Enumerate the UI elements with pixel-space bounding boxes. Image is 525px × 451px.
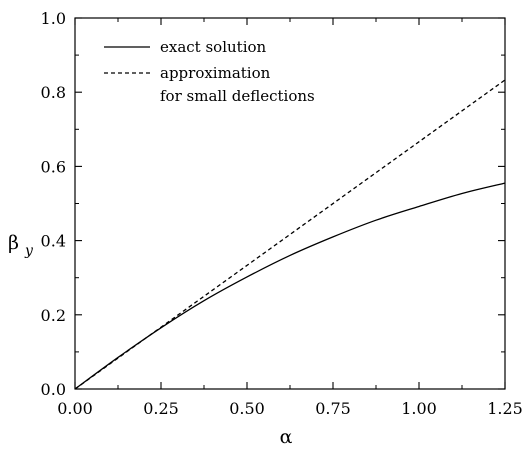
x-tick-label: 0.00 [57,399,93,418]
y-tick-label: 0.2 [41,306,66,325]
y-axis-label: β y [8,232,34,259]
series-line-exact [74,182,506,390]
y-tick-label: 0.6 [41,157,66,176]
x-tick-label: 1.25 [487,399,523,418]
x-tick-label: 0.50 [229,399,265,418]
y-axis-label-main: β [8,232,19,254]
y-tick-label: 0.4 [41,232,66,251]
y-tick-label: 0.0 [41,380,66,399]
legend-label-exact: exact solution [160,38,267,56]
y-tick-label: 1.0 [41,9,66,28]
x-tick-label: 0.75 [315,399,351,418]
series-line-approximation [74,79,506,390]
legend: exact solution approximation for small d… [104,38,315,105]
x-tick-label: 1.00 [401,399,437,418]
y-tick-label: 0.8 [41,83,66,102]
x-tick-label: 0.25 [143,399,179,418]
y-axis-label-sub: y [24,243,34,259]
x-axis-label: α [280,426,293,448]
legend-label-approximation: approximation [160,64,271,82]
series-lines [74,79,506,390]
axis-ticks [74,17,506,390]
legend-label-approximation-line2: for small deflections [160,87,315,105]
tick-labels: 0.00 0.25 0.50 0.75 1.00 1.25 0.0 0.2 0.4 0.6 0.8 1… [41,9,523,418]
